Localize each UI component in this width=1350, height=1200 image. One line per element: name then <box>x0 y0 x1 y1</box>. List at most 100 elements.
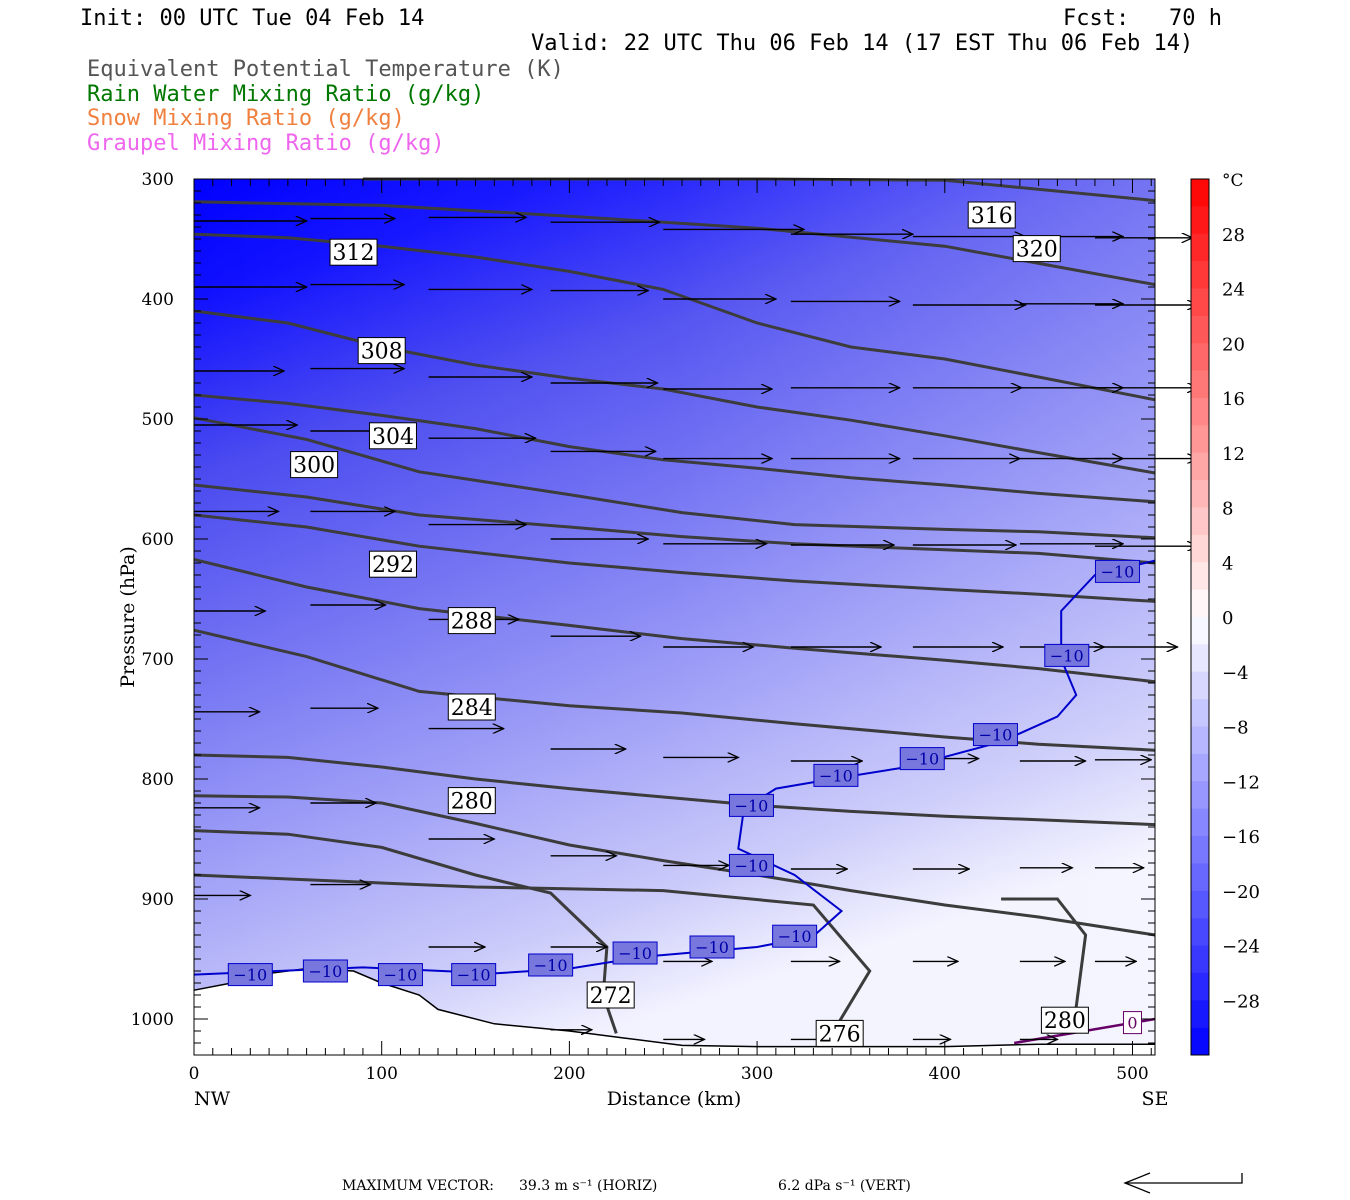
theta-e-label: 304 <box>372 425 414 450</box>
colorbar-tick-label: 20 <box>1222 334 1245 355</box>
colorbar-swatch <box>1191 288 1209 317</box>
y-tick-label: 500 <box>142 410 174 430</box>
theta-e-label: 316 <box>971 204 1013 229</box>
field-label-theta-e: Equivalent Potential Temperature (K) <box>87 57 564 82</box>
isotherm-label-box <box>972 723 1018 747</box>
y-tick-label: 300 <box>142 170 174 190</box>
colorbar-swatch <box>1191 206 1209 235</box>
y-tick-label: 900 <box>142 890 174 910</box>
x-tick-label: 300 <box>741 1064 773 1084</box>
theta-e-label-box <box>1012 235 1061 263</box>
theta-e-contour-276 <box>193 873 872 1035</box>
colorbar-swatch <box>1191 972 1209 1001</box>
isotherm-label: −10 <box>309 962 343 981</box>
isotherm-label: −10 <box>735 796 769 815</box>
colorbar-swatch <box>1191 370 1209 399</box>
plot-background-shade <box>194 179 1155 1055</box>
colorbar-swatch <box>1191 452 1209 481</box>
forecast-hour: Fcst: 70 h <box>1063 6 1222 31</box>
theta-e-label-box <box>586 981 635 1009</box>
isotherm-label: −10 <box>457 966 491 985</box>
colorbar-swatch <box>1191 945 1209 974</box>
theta-e-label-box <box>368 550 417 578</box>
colorbar-tick-label: −4 <box>1222 663 1249 684</box>
theta-e-label: 276 <box>819 1022 861 1047</box>
y-tick-label: 800 <box>142 770 174 790</box>
colorbar-swatch <box>1191 781 1209 809</box>
isotherm-label: −10 <box>384 966 418 985</box>
theta-e-contour-288 <box>193 557 1156 684</box>
colorbar-swatch <box>1191 589 1209 618</box>
colorbar-swatch <box>1191 315 1209 344</box>
isotherm-label-box <box>377 963 423 987</box>
reference-vector-icon <box>1123 1172 1243 1194</box>
isotherm-zero-label: 0 <box>1127 1014 1137 1033</box>
y-tick-label: 400 <box>142 290 174 310</box>
colorbar-swatch <box>1191 507 1209 536</box>
theta-e-contour-280 <box>193 753 1156 827</box>
colorbar-swatch <box>1191 808 1209 837</box>
y-tick-label: 600 <box>142 530 174 550</box>
isotherm-label: −10 <box>1101 562 1135 581</box>
isotherm-label: −10 <box>778 927 812 946</box>
theta-e-label: 280 <box>451 790 493 815</box>
isotherm-label: −10 <box>1050 646 1084 665</box>
theta-e-label: 320 <box>1016 238 1058 263</box>
theta-e-label-box <box>447 787 496 815</box>
colorbar-swatch <box>1191 918 1209 946</box>
colorbar-swatch <box>1191 398 1209 426</box>
y-tick-label: 1000 <box>131 1010 174 1030</box>
max-vector-vert: 6.2 dPa s⁻¹ (VERT) <box>778 1178 911 1194</box>
isotherm-label: −10 <box>534 956 568 975</box>
colorbar-tick-label: −28 <box>1222 991 1260 1012</box>
isotherm-label: −10 <box>979 726 1013 745</box>
colorbar-tick-label: 28 <box>1222 225 1245 246</box>
theta-e-contour-276 <box>193 794 1156 937</box>
isotherm-label-box <box>302 959 348 983</box>
isotherm-label: −10 <box>735 856 769 875</box>
isotherm-label: −10 <box>233 966 267 985</box>
colorbar-tick-label: −20 <box>1222 882 1260 903</box>
x-axis-right-end-label: SE <box>1142 1088 1169 1110</box>
colorbar-swatch <box>1191 562 1209 590</box>
theta-e-label-box <box>447 693 496 721</box>
colorbar-swatch <box>1191 233 1209 262</box>
theta-e-contour-296 <box>193 483 1156 565</box>
colorbar-swatch <box>1191 425 1209 454</box>
x-tick-label: 0 <box>189 1064 200 1084</box>
colorbar-tick-label: 12 <box>1222 444 1245 465</box>
theta-e-label-box <box>967 201 1016 229</box>
colorbar-tick-label: 0 <box>1222 608 1233 629</box>
theta-e-contour-316 <box>193 200 1156 287</box>
isotherm-label-box <box>528 953 574 977</box>
colorbar-swatch <box>1191 1027 1209 1056</box>
isotherm-label: −10 <box>618 944 652 963</box>
isotherm-label-box <box>899 747 945 771</box>
isotherm-zero-label-box <box>1122 1011 1142 1035</box>
colorbar: 28 24 20 16 12 8 4 0 −4 −8 −12 −16 −20 −24 −28 <box>1190 178 1260 1056</box>
plot-frame <box>193 178 1156 1056</box>
theta-e-label: 272 <box>590 984 632 1009</box>
colorbar-unit: °C <box>1222 171 1244 191</box>
theta-e-label: 280 <box>1044 1009 1086 1034</box>
colorbar-swatch <box>1191 726 1209 755</box>
colorbar-swatch <box>1191 617 1209 645</box>
theta-e-contour-292 <box>193 513 1156 603</box>
isotherm-label-box <box>813 763 859 787</box>
max-vector-horiz: 39.3 m s⁻¹ (HORIZ) <box>519 1178 657 1194</box>
colorbar-tick-label: 8 <box>1222 499 1233 520</box>
field-label-rain: Rain Water Mixing Ratio (g/kg) <box>87 82 485 107</box>
theta-e-contour-308 <box>193 309 1156 475</box>
isotherm-label-box <box>772 924 818 948</box>
valid-time: Valid: 22 UTC Thu 06 Feb 14 (17 EST Thu … <box>531 31 1194 56</box>
theta-e-label: 292 <box>372 553 414 578</box>
isotherm-label-box <box>728 793 774 817</box>
isotherm-label: −10 <box>695 938 729 957</box>
isotherm-label-box <box>689 935 735 959</box>
isotherm-label-box <box>227 963 273 987</box>
colorbar-tick-label: −12 <box>1222 772 1260 793</box>
theta-e-label-box <box>1040 1006 1089 1034</box>
theta-e-label: 312 <box>333 241 375 266</box>
x-tick-label: 200 <box>553 1064 585 1084</box>
